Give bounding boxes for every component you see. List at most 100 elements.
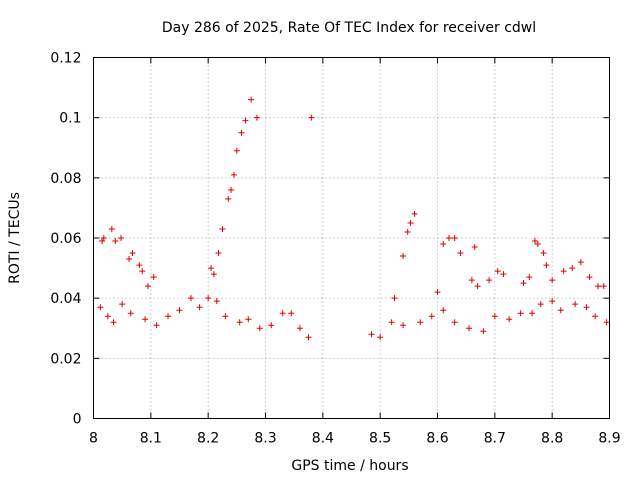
data-point (196, 304, 203, 311)
data-point (586, 274, 593, 281)
data-point (108, 225, 115, 232)
y-tick-label: 0.04 (50, 291, 81, 307)
data-point (222, 313, 229, 320)
data-point (225, 195, 232, 202)
data-point (253, 114, 260, 121)
x-tick-label: 8.5 (369, 431, 391, 447)
data-point (245, 316, 252, 323)
data-point (592, 313, 599, 320)
data-point (165, 313, 172, 320)
data-point (142, 316, 149, 323)
y-tick-label: 0.12 (50, 51, 81, 67)
data-point (256, 325, 263, 332)
y-axis-label: ROTI / TECUs (7, 192, 23, 284)
data-point (112, 238, 119, 245)
x-tick-label: 8.7 (484, 431, 506, 447)
data-point (583, 304, 590, 311)
data-point (520, 280, 527, 287)
y-tick-label: 0 (73, 412, 82, 428)
data-point (451, 235, 458, 241)
data-points (97, 96, 610, 341)
data-point (118, 235, 125, 241)
data-point (466, 325, 473, 332)
data-point (279, 310, 286, 317)
data-point (543, 262, 550, 269)
x-tick-label: 8.8 (541, 431, 563, 447)
data-point (126, 256, 133, 263)
data-point (445, 235, 452, 241)
data-point (308, 114, 315, 121)
data-point (144, 283, 151, 290)
data-point (97, 304, 104, 311)
data-point (368, 331, 375, 338)
data-point (208, 265, 215, 272)
data-point (305, 334, 312, 341)
data-point (268, 322, 275, 329)
data-point (248, 96, 255, 103)
data-point (549, 298, 556, 305)
data-point (480, 328, 487, 335)
data-point (537, 301, 544, 308)
data-point (238, 129, 245, 136)
y-tick-label: 0.06 (50, 231, 81, 247)
data-point (494, 268, 501, 275)
data-point (213, 298, 220, 305)
data-point (377, 334, 384, 341)
data-point (440, 307, 447, 314)
data-point (388, 319, 395, 326)
plot-frame (93, 57, 610, 419)
data-point (486, 277, 493, 284)
y-tick-label: 0.02 (50, 351, 81, 367)
data-point (205, 295, 212, 302)
data-point (100, 235, 107, 241)
data-point (506, 316, 513, 323)
data-point (136, 262, 143, 269)
data-point (595, 283, 602, 290)
data-point (233, 147, 240, 154)
data-point (572, 301, 579, 308)
data-point (127, 310, 134, 317)
data-point (603, 319, 610, 326)
data-point (474, 283, 481, 290)
data-point (242, 117, 249, 124)
data-point (228, 186, 235, 193)
data-point (391, 295, 398, 302)
data-point (176, 307, 183, 314)
x-axis-label: GPS time / hours (291, 458, 408, 474)
y-tick-label: 0.1 (59, 111, 81, 127)
data-point (600, 283, 607, 290)
data-point (99, 238, 106, 245)
x-tick-label: 8.1 (140, 431, 162, 447)
x-tick-label: 8.6 (426, 431, 448, 447)
data-point (491, 313, 498, 320)
data-point (187, 295, 194, 302)
data-point (210, 271, 217, 278)
data-point (577, 259, 584, 266)
data-point (569, 265, 576, 272)
x-tick-label: 8 (89, 431, 98, 447)
data-point (557, 307, 564, 314)
x-tick-label: 8.9 (598, 431, 620, 447)
data-point (104, 313, 111, 320)
data-point (529, 310, 536, 317)
data-point (119, 301, 126, 308)
data-point (139, 268, 146, 275)
data-point (451, 319, 458, 326)
data-point (457, 250, 464, 257)
data-point (531, 238, 538, 245)
data-point (417, 319, 424, 326)
data-point (428, 313, 435, 320)
data-point (150, 274, 157, 281)
data-point (526, 274, 533, 281)
x-tick-label: 8.4 (312, 431, 334, 447)
data-point (230, 171, 237, 178)
data-point (534, 241, 541, 248)
data-point (434, 289, 441, 296)
data-point (288, 310, 295, 317)
data-point (549, 277, 556, 284)
data-point (153, 322, 160, 329)
data-point (560, 268, 567, 275)
data-point (236, 319, 243, 326)
chart-title: Day 286 of 2025, Rate Of TEC Index for r… (162, 20, 536, 36)
